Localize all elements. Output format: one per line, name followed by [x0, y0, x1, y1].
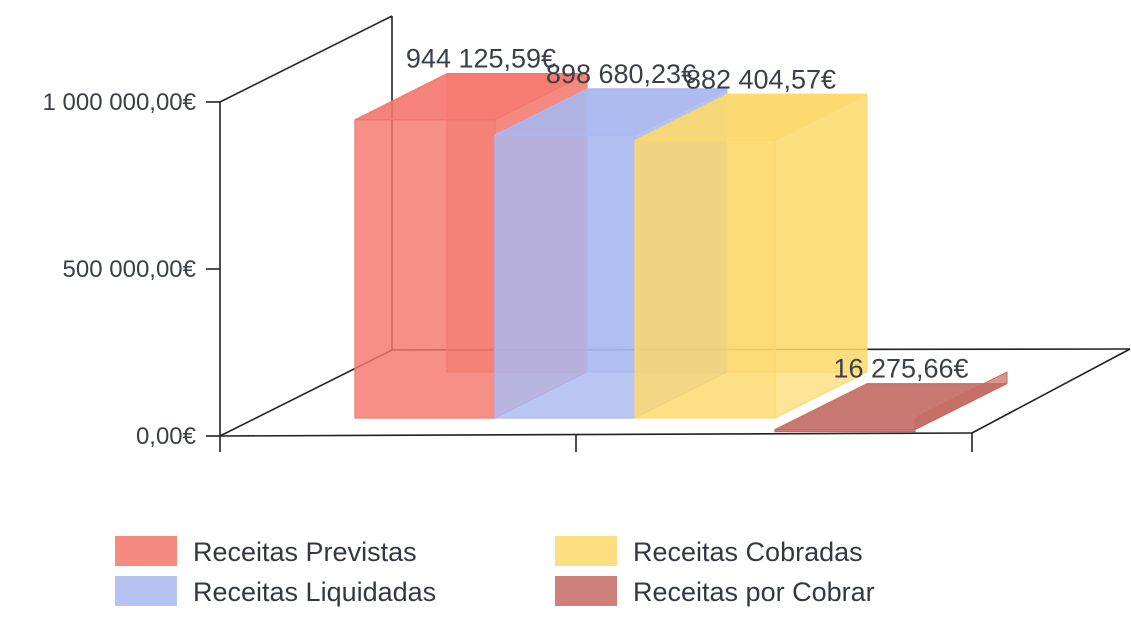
- bar-4: [774, 371, 1008, 433]
- legend-label: Receitas Liquidadas: [193, 577, 436, 607]
- data-label-4: 16 275,66€: [833, 354, 968, 384]
- legend-item-4: Receitas por Cobrar: [555, 576, 875, 607]
- legend-swatch: [555, 576, 617, 606]
- bar-front-face: [774, 428, 916, 433]
- legend-label: Receitas Cobradas: [633, 537, 863, 567]
- y-tick-label-2: 500 000,00€: [63, 256, 197, 283]
- axis-floor-right-depth-line: [971, 348, 1131, 434]
- legend-item-1: Receitas Previstas: [115, 536, 417, 567]
- bar-front-face: [354, 119, 496, 419]
- x-axis-line: [219, 432, 973, 437]
- y-tick-label-3: 1 000 000,00€: [43, 89, 197, 116]
- chart-bars: [354, 72, 1008, 433]
- legend-swatch: [115, 536, 177, 566]
- y-tick-label-1: 0,00€: [136, 423, 197, 450]
- chart-axes: 0,00€ 500 000,00€ 1 000 000,00€: [43, 15, 1131, 452]
- axis-top-depth-line: [219, 15, 393, 103]
- legend-item-3: Receitas Cobradas: [555, 536, 863, 567]
- bar-front-face: [634, 139, 776, 419]
- data-label-3: 882 404,57€: [686, 64, 836, 94]
- data-label-1: 944 125,59€: [406, 44, 556, 74]
- bar-3: [634, 93, 868, 419]
- chart-legend: Receitas Previstas Receitas Liquidadas Rec…: [115, 536, 875, 607]
- bar-front-face: [494, 134, 636, 419]
- chart-data-labels: 944 125,59€898 680,23€882 404,57€ 16 275,…: [406, 44, 969, 384]
- data-label-2: 898 680,23€: [546, 59, 696, 89]
- legend-swatch: [115, 576, 177, 606]
- legend-swatch: [555, 536, 617, 566]
- legend-item-2: Receitas Liquidadas: [115, 576, 436, 607]
- legend-label: Receitas Previstas: [193, 537, 417, 567]
- legend-label: Receitas por Cobrar: [633, 577, 875, 607]
